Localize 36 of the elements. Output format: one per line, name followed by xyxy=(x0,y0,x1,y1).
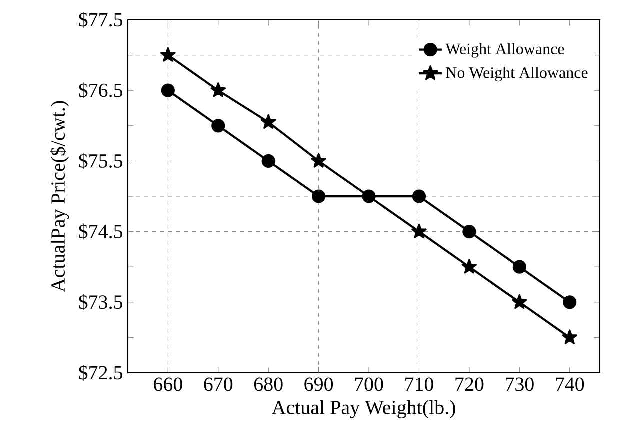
point xyxy=(512,294,528,310)
y-tick-label: $75.5 xyxy=(79,153,123,170)
point xyxy=(311,153,326,168)
y-axis-title: ActualPay Price($/cwt.) xyxy=(50,101,70,292)
x-tick-label: 740 xyxy=(556,378,584,392)
point xyxy=(562,330,578,344)
x-axis-title: Actual Pay Weight(lb.) xyxy=(272,400,456,419)
y-tick-label: $72.5 xyxy=(79,365,123,382)
point xyxy=(260,114,276,129)
x-tick-label: 690 xyxy=(304,378,334,392)
point xyxy=(412,224,427,238)
point xyxy=(210,82,226,98)
x-tick-label: 720 xyxy=(456,378,484,392)
x-tick-label: 730 xyxy=(506,378,534,392)
point xyxy=(312,190,326,204)
x-tick-label: 680 xyxy=(254,378,283,392)
x-tick-label: 670 xyxy=(204,378,233,392)
y-tick-label: $73.5 xyxy=(79,294,123,310)
legend-label: Weight Allowance xyxy=(446,43,564,58)
point xyxy=(160,47,176,62)
point xyxy=(362,190,376,204)
point xyxy=(412,190,426,204)
y-tick-label: $74.5 xyxy=(79,224,123,240)
point xyxy=(462,259,478,274)
x-tick-label: 710 xyxy=(406,378,434,392)
point xyxy=(212,119,226,133)
y-tick-label: $76.5 xyxy=(79,82,123,99)
x-tick-label: 660 xyxy=(154,378,182,392)
legend-label: No Weight Allowance xyxy=(446,67,588,82)
point xyxy=(262,154,276,168)
point xyxy=(563,296,577,310)
point xyxy=(161,84,175,98)
y-tick-label: $77.5 xyxy=(79,12,123,28)
point xyxy=(462,225,476,239)
point xyxy=(512,260,526,274)
x-tick-label: 700 xyxy=(355,378,384,392)
